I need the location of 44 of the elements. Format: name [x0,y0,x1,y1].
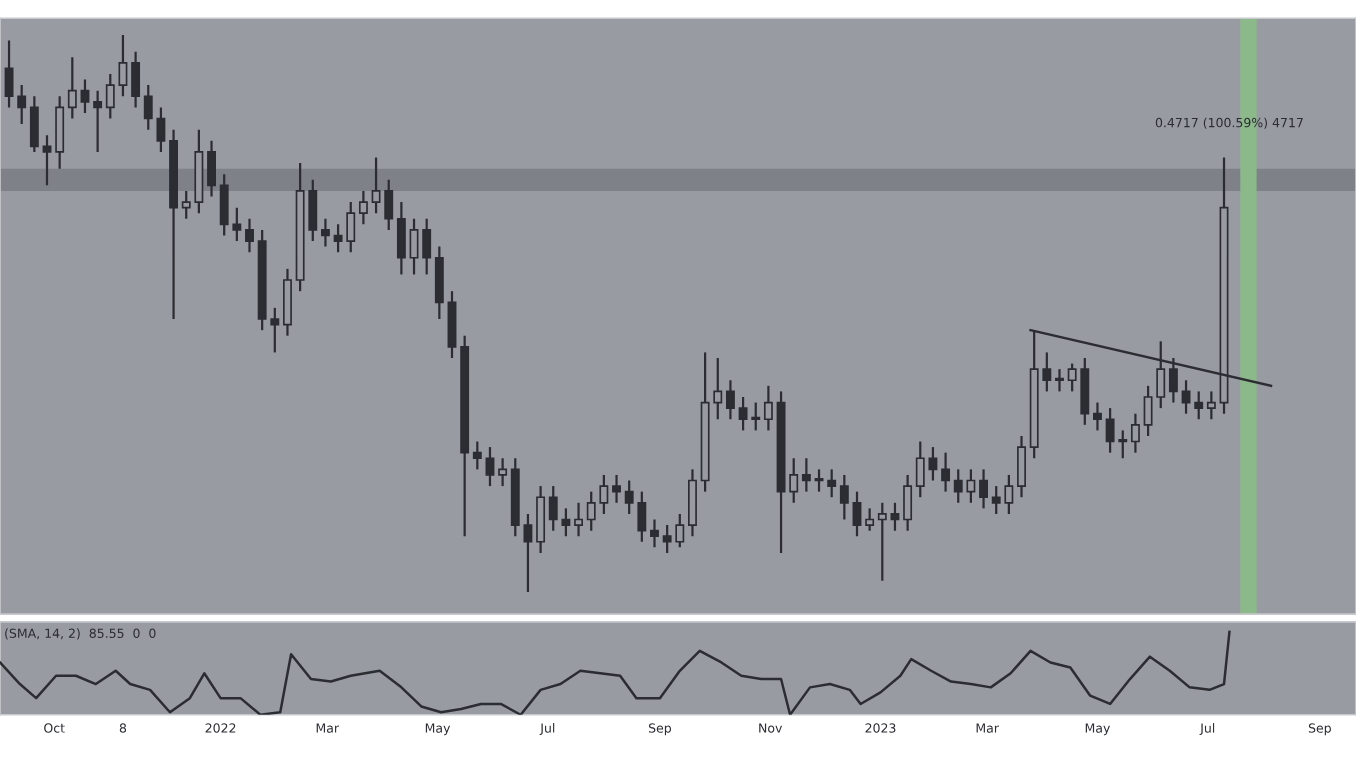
candlestick [536,484,546,555]
candlestick [472,440,482,471]
candlestick [903,473,913,532]
candlestick [320,217,330,248]
candlestick [396,200,406,276]
candlestick [890,501,900,532]
candlestick [801,457,811,493]
candlestick [827,468,837,499]
candlestick [498,457,508,488]
candlestick [725,379,735,421]
candlestick [574,501,584,538]
candlestick [612,473,621,504]
candlestick [877,501,887,582]
candlestick [42,134,52,187]
candlestick [93,89,103,154]
candlestick [1017,434,1026,499]
candlestick [852,490,862,538]
candlestick [80,78,90,115]
candlestick [434,245,444,321]
candlestick [865,507,875,532]
candlestick [979,468,989,510]
candlestick [941,451,951,493]
candlestick [358,189,368,226]
candlestick [1194,390,1204,421]
candlestick [1093,401,1102,432]
candlestick [1130,412,1140,454]
candlestick [29,95,39,154]
candlestick [839,473,849,521]
candlestick [283,267,292,337]
candlestick [688,468,697,538]
candlestick [422,217,432,276]
candlestick [763,384,773,432]
candlestick [55,95,65,170]
candlestick [650,518,659,549]
candlestick [131,50,141,109]
candlestick [409,217,419,276]
candlestick [245,217,254,254]
candlestick [17,84,27,126]
candlestick [447,290,457,360]
candlestick [67,56,77,120]
candlestick [1206,390,1216,421]
candlestick [207,139,216,198]
candlestick [1055,368,1064,393]
candlestick [485,445,495,488]
